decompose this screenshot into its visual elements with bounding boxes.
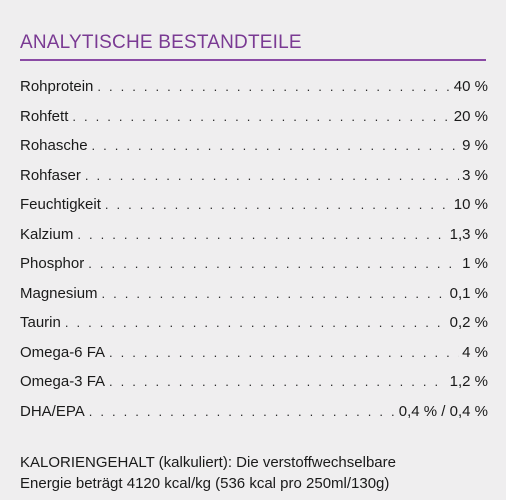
nutrient-row: Phosphor 1 % [20,254,488,284]
nutrient-value: 9 % [462,137,488,154]
section-heading: ANALYTISCHE BESTANDTEILE [20,32,302,53]
dot-leader [77,225,446,245]
nutrient-row: Taurin 0,2 % [20,313,488,343]
nutrient-row: Rohasche 9 % [20,136,488,166]
dot-leader [88,254,459,274]
nutrient-label: DHA/EPA [20,402,85,420]
nutrient-row: Omega-6 FA 4 % [20,343,488,373]
nutrient-label: Feuchtigkeit [20,196,101,213]
dot-leader [92,136,460,156]
dot-leader [97,77,450,97]
nutrient-value: 10 % [453,196,488,213]
nutrient-list: Rohprotein 40 % Rohfett 20 % Rohasche 9 … [20,77,488,431]
calorie-line-2: Energie beträgt 4120 kcal/kg (536 kcal p… [20,475,390,492]
nutrient-value: 1,2 % [449,373,488,390]
dot-leader [85,166,459,186]
nutrient-label: Rohasche [20,137,88,154]
dot-leader [72,107,450,127]
calorie-line-1: KALORIENGEHALT (kalkuliert): Die verstof… [20,454,396,471]
dot-leader [89,402,396,422]
nutrient-value: 0,2 % [449,314,488,331]
nutrient-label: Rohfaser [20,166,81,184]
nutrient-label: Magnesium [20,284,98,302]
dot-leader [65,313,447,333]
nutrient-row: Rohfaser 3 % [20,166,488,196]
nutrient-row: Magnesium 0,1 % [20,284,488,314]
nutrient-value: 40 % [453,78,488,95]
dot-leader [105,195,451,215]
nutrient-value: 4 % [462,343,488,361]
nutrient-label: Taurin [20,314,61,331]
nutrient-row: Kalzium 1,3 % [20,225,488,255]
nutrient-value: 1,3 % [449,225,488,243]
nutrient-label: Kalzium [20,225,74,243]
nutrient-value: 0,1 % [449,284,488,302]
nutrient-label: Omega-6 FA [20,343,106,361]
dot-leader [109,343,459,363]
nutrient-row: Rohprotein 40 % [20,77,488,107]
analysis-panel: ANALYTISCHE BESTANDTEILE Rohprotein 40 %… [20,30,488,494]
dot-leader [109,372,447,392]
nutrient-value: 0,4 % / 0,4 % [398,402,488,420]
nutrient-row: Rohfett 20 % [20,107,488,137]
nutrient-label: Omega-3 FA [20,373,106,390]
calorie-statement: KALORIENGEHALT (kalkuliert): Die verstof… [20,452,490,494]
nutrient-row: Omega-3 FA 1,2 % [20,372,488,402]
dot-leader [102,284,447,304]
nutrient-row: Feuchtigkeit 10 % [20,195,488,225]
nutrient-label: Rohprotein [20,78,94,95]
nutrient-label: Phosphor [20,255,85,272]
nutrient-label: Rohfett [20,107,69,125]
heading-divider [20,59,486,61]
nutrient-value: 1 % [462,255,488,272]
nutrient-value: 20 % [453,107,488,125]
nutrient-value: 3 % [462,166,488,184]
nutrient-row: DHA/EPA 0,4 % / 0,4 % [20,402,488,432]
